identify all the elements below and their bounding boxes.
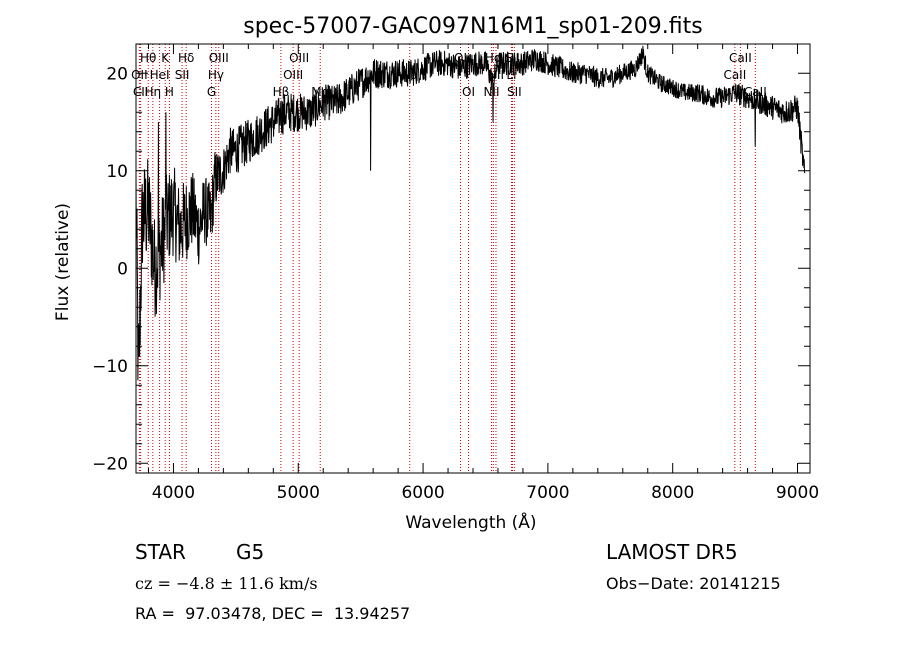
chart-title: spec-57007-GAC097N16M1_sp01-209.fits	[243, 14, 703, 39]
object-class: STAR	[135, 540, 186, 564]
y-tick-label: 0	[117, 259, 128, 279]
y-tick-label: 20	[106, 64, 128, 84]
x-tick-label: 6000	[401, 483, 444, 503]
line-marker-label: HeI	[150, 68, 170, 82]
observation-date: Obs−Date: 20141215	[606, 574, 781, 593]
line-marker-label: OIII	[283, 68, 303, 82]
x-tick-label: 8000	[651, 483, 694, 503]
line-marker-label: Hβ	[273, 85, 290, 99]
line-marker-label: CaII	[723, 68, 746, 82]
spectrum-line	[135, 45, 806, 381]
line-marker-label: H	[165, 85, 174, 99]
line-marker-label: OI	[462, 85, 475, 99]
y-axis-label: Flux (relative)	[53, 203, 73, 321]
line-marker-label: Hθ	[140, 51, 156, 65]
survey-name: LAMOST DR5	[606, 540, 738, 564]
object-subclass: G5	[236, 540, 265, 564]
axis-ticks: 4000 5000 6000 7000 8000 9000 −20 −10 0 10 20	[92, 44, 819, 503]
line-marker-label: OII	[131, 68, 148, 82]
y-tick-label: −10	[92, 357, 128, 377]
line-marker-label: K	[161, 51, 170, 65]
x-tick-label: 5000	[277, 483, 320, 503]
line-marker-label: CaII	[729, 51, 752, 65]
x-axis-label: Wavelength (Å)	[405, 511, 536, 533]
y-tick-label: 10	[106, 162, 128, 182]
redshift-readout: cz = −4.8 ± 11.6 km/s	[135, 574, 318, 593]
line-marker-label: OIII	[289, 51, 309, 65]
line-marker-label: Hγ	[208, 68, 224, 82]
x-tick-label: 9000	[776, 483, 819, 503]
line-marker-label: Hδ	[178, 51, 194, 65]
x-tick-label: 7000	[526, 483, 569, 503]
line-markers	[138, 44, 756, 473]
line-marker-label: SII	[175, 68, 190, 82]
line-marker-label: CII	[133, 85, 148, 99]
line-marker-label: NII	[483, 85, 499, 99]
plot-frame	[135, 43, 811, 474]
line-marker-label: OIII	[209, 51, 229, 65]
x-tick-label: 4000	[152, 483, 195, 503]
line-marker-label: Hη	[145, 85, 162, 99]
line-marker-label: G	[207, 85, 216, 99]
line-marker-label: SII	[507, 85, 522, 99]
coordinates-readout: RA = 97.03478, DEC = 13.94257	[135, 604, 411, 623]
y-tick-label: −20	[92, 454, 128, 474]
